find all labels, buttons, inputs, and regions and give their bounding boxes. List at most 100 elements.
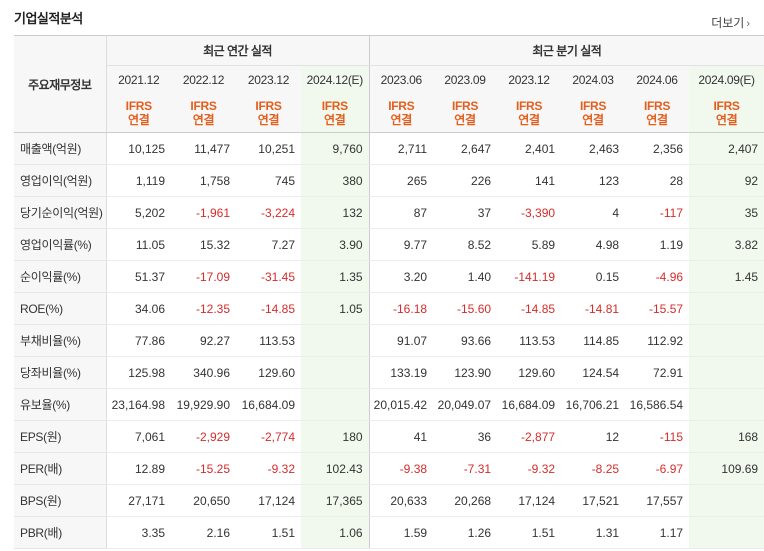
table-cell: 16,706.21 — [561, 388, 626, 421]
table-cell: 4 — [561, 196, 626, 229]
table-cell: -16.18 — [368, 292, 434, 325]
table-cell: 133.19 — [368, 356, 434, 389]
ifrs-bottom: 연결 — [390, 113, 413, 127]
table-cell — [689, 292, 764, 325]
ifrs-bottom: 연결 — [715, 113, 738, 127]
table-cell: 36 — [433, 420, 498, 453]
corner-label: 주요재무정보 — [28, 77, 92, 92]
table-cell: 12.89 — [106, 452, 171, 485]
table-cell: 745 — [236, 164, 301, 197]
table-cell: 265 — [368, 164, 434, 197]
table-row: 부채비율(%) 77.86 92.27 113.53 91.07 93.66 113.53 1… — [14, 324, 764, 357]
table-cell: 1.19 — [625, 228, 690, 261]
table-cell: 91.07 — [368, 324, 434, 357]
ifrs-bottom: 연결 — [454, 113, 476, 127]
row-label: EPS(원) — [14, 420, 107, 453]
ifrs-label: IFRS 연결 — [171, 94, 236, 133]
table-cell: 2,647 — [433, 132, 498, 165]
table-cell: 20,650 — [171, 484, 236, 517]
table-cell: 168 — [689, 420, 764, 453]
section-title: 기업실적분석 — [14, 11, 83, 26]
row-label: 순이익률(%) — [14, 260, 107, 293]
table-cell: -117 — [625, 196, 690, 229]
table-cell: 1.35 — [301, 260, 370, 293]
table-cell — [689, 484, 764, 517]
ifrs-top: IFRS — [451, 99, 479, 113]
period-header: 2024.06 — [625, 65, 690, 94]
table-cell: 51.37 — [106, 260, 171, 293]
table-cell: 112.92 — [625, 324, 690, 357]
table-cell: 1.31 — [561, 516, 626, 549]
table-cell: 5.89 — [497, 228, 562, 261]
row-label: 영업이익률(%) — [14, 228, 107, 261]
ifrs-top: IFRS — [643, 99, 671, 113]
table-cell: -14.81 — [561, 292, 626, 325]
table-row: ROE(%) 34.06 -12.35 -14.85 1.05 -16.18 -15.60-… — [14, 292, 764, 325]
table-cell: 340.96 — [171, 356, 236, 389]
table-cell: 28 — [625, 164, 690, 197]
table-cell — [301, 356, 370, 389]
table-cell: 92 — [689, 164, 764, 197]
table-cell: 1.40 — [433, 260, 498, 293]
chevron-right-icon: › — [746, 18, 750, 30]
table-cell: -15.25 — [171, 452, 236, 485]
corner-header: 주요재무정보 — [14, 35, 107, 133]
ifrs-bottom: 연결 — [324, 113, 346, 127]
table-row: 매출액(억원) 10,125 11,477 10,251 9,760 2,711 2,647… — [14, 132, 764, 165]
table-cell: 15.32 — [171, 228, 236, 261]
table-cell: 77.86 — [106, 324, 171, 357]
table-cell: -3,390 — [497, 196, 562, 229]
table-cell: -15.57 — [625, 292, 690, 325]
ifrs-top: IFRS — [125, 99, 152, 113]
group-annual-label: 최근 연간 실적 — [203, 44, 272, 58]
table-cell: 17,365 — [301, 484, 370, 517]
table-row: PBR(배) 3.35 2.16 1.51 1.06 1.59 1.26 1.51 1.31 1.… — [14, 516, 764, 549]
table-cell: -31.45 — [236, 260, 301, 293]
row-label: 매출액(억원) — [14, 132, 107, 165]
table-row: 순이익률(%) 51.37 -17.09 -31.45 1.35 3.20 1.40 -141… — [14, 260, 764, 293]
table-cell: 7,061 — [106, 420, 171, 453]
ifrs-bottom: 연결 — [128, 113, 150, 127]
table-row: EPS(원) 7,061 -2,929 -2,774 180 41 36 -2,877 12 -1… — [14, 420, 764, 453]
table-cell: 17,124 — [497, 484, 562, 517]
more-label: 더보기 — [711, 16, 745, 30]
table-cell: 3.82 — [689, 228, 764, 261]
table-cell: 11.05 — [106, 228, 171, 261]
table-cell: 17,521 — [561, 484, 626, 517]
table-row: 당기순이익(억원) 5,202 -1,961 -3,224 132 87 37 -3,390 4… — [14, 196, 764, 229]
table-cell — [689, 516, 764, 549]
table-cell: 124.54 — [561, 356, 626, 389]
ifrs-label: IFRS 연결 — [625, 94, 690, 133]
table-cell: -141.19 — [497, 260, 562, 293]
period-header: 2023.12 — [497, 65, 562, 94]
row-label: PER(배) — [14, 452, 107, 485]
row-label: 유보율(%) — [14, 388, 107, 421]
row-label: 영업이익(억원) — [14, 164, 107, 197]
table-cell: 8.52 — [433, 228, 498, 261]
table-cell: -6.97 — [625, 452, 690, 485]
table-cell: 129.60 — [497, 356, 562, 389]
ifrs-top: IFRS — [388, 99, 415, 113]
table-cell: 16,684.09 — [236, 388, 301, 421]
table-cell — [689, 324, 764, 357]
table-cell: 7.27 — [236, 228, 301, 261]
ifrs-bottom: 연결 — [582, 113, 604, 127]
table-cell: 1.51 — [497, 516, 562, 549]
table-cell: 380 — [301, 164, 370, 197]
ifrs-top: IFRS — [255, 99, 282, 113]
table-cell: 10,125 — [106, 132, 171, 165]
table-cell: 87 — [368, 196, 434, 229]
ifrs-bottom: 연결 — [646, 113, 668, 127]
table-row: 영업이익률(%) 11.05 15.32 7.27 3.90 9.77 8.52 5.89 4.… — [14, 228, 764, 261]
table-cell: 2,356 — [625, 132, 690, 165]
ifrs-label: IFRS 연결 — [689, 94, 764, 133]
table-cell: 1.06 — [301, 516, 370, 549]
table-cell: 1.05 — [301, 292, 370, 325]
ifrs-top: IFRS — [190, 99, 217, 113]
table-cell: -3,224 — [236, 196, 301, 229]
ifrs-top: IFRS — [713, 99, 740, 113]
table-cell: 123.90 — [433, 356, 498, 389]
table-cell: 41 — [368, 420, 434, 453]
more-link[interactable]: 더보기 › — [711, 14, 750, 31]
table-cell: 20,049.07 — [433, 388, 498, 421]
